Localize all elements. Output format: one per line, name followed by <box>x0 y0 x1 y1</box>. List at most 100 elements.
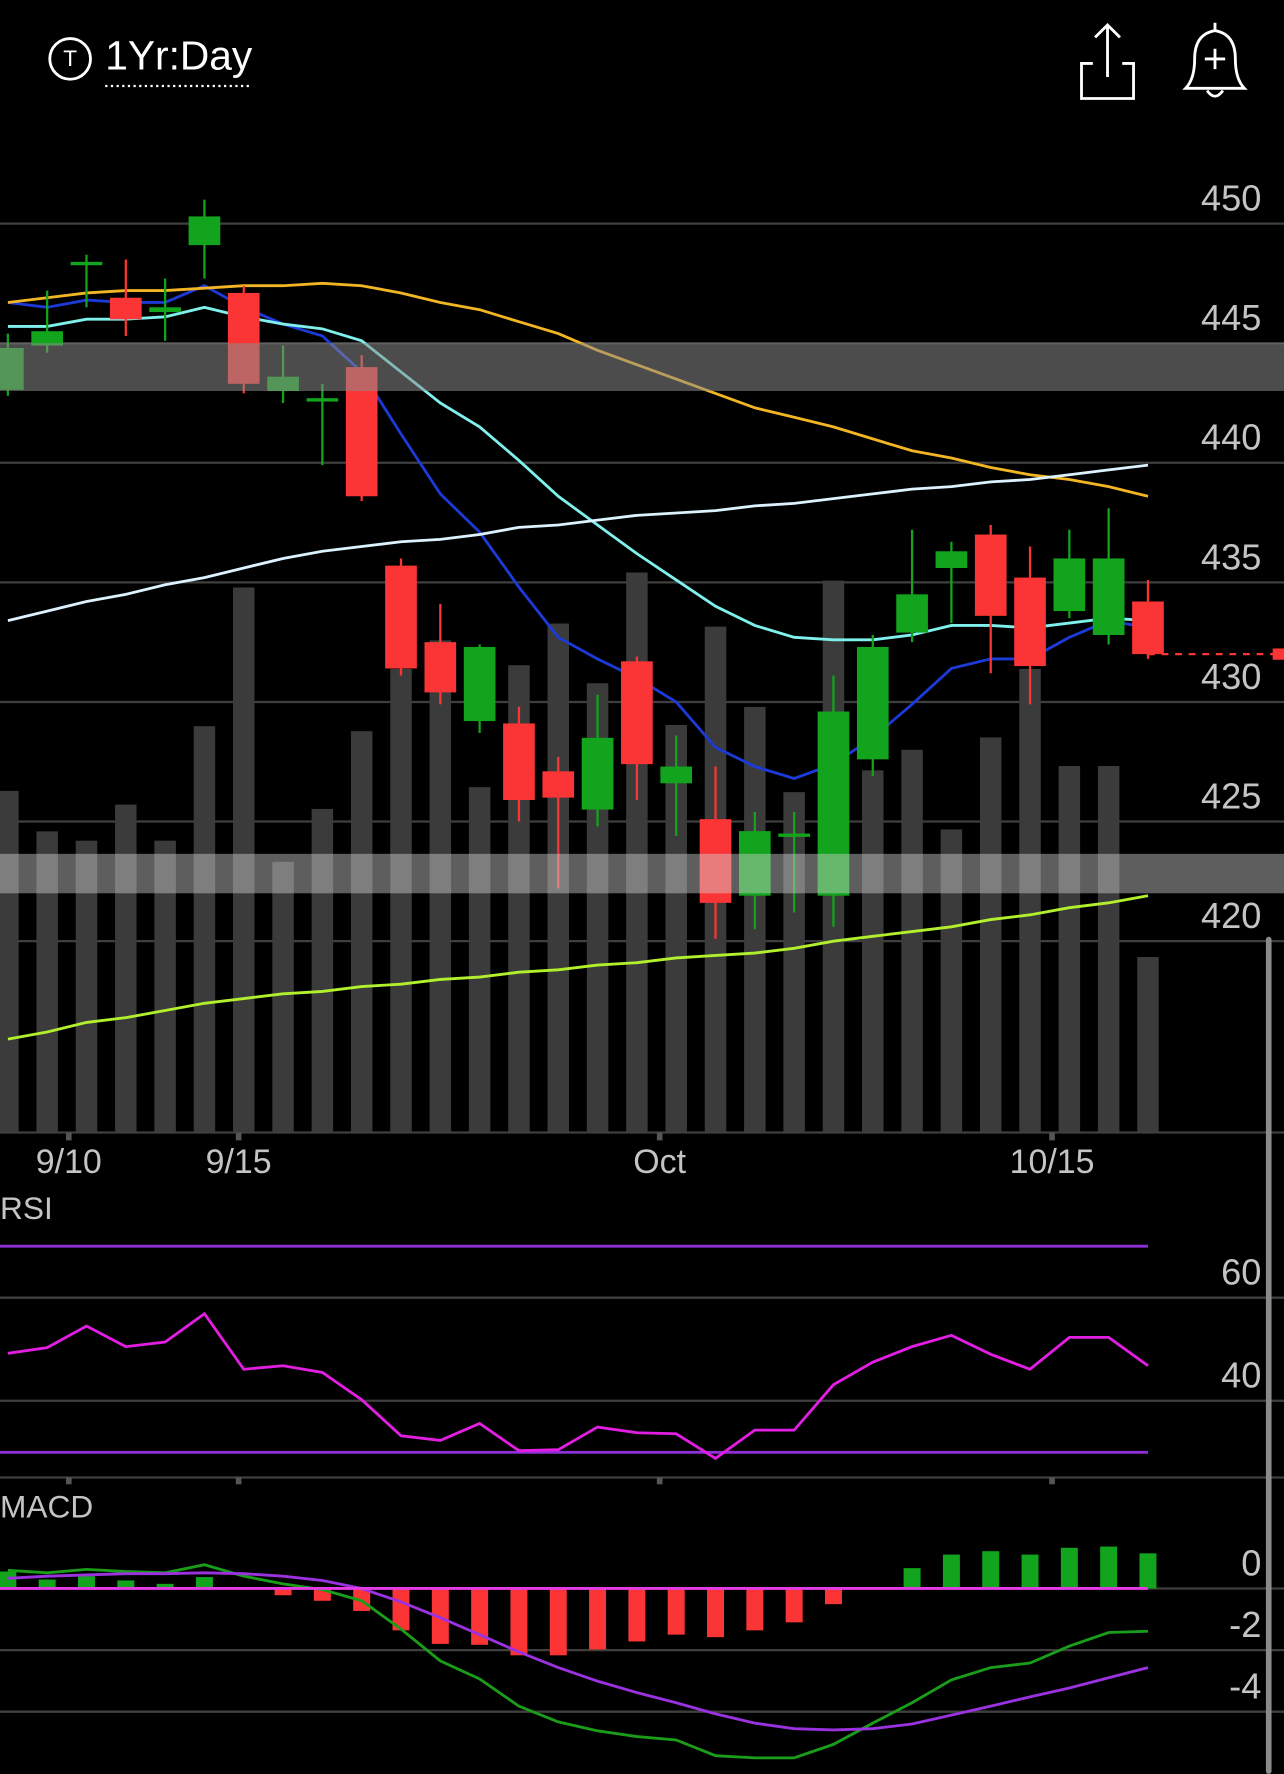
volume-bar <box>626 572 648 1133</box>
histogram-bar <box>746 1588 764 1631</box>
volume-bar <box>233 587 255 1133</box>
y-tick-label: 60 <box>1221 1252 1261 1293</box>
candle-body <box>738 831 771 896</box>
last-price-marker <box>1272 648 1284 660</box>
candle-body <box>306 398 339 402</box>
rsi-line <box>7 1311 1149 1461</box>
histogram-bar <box>1021 1554 1039 1589</box>
histogram-bar <box>667 1588 685 1635</box>
volume-bar <box>1137 957 1159 1133</box>
candle-body <box>385 565 417 669</box>
histogram-bar <box>785 1588 803 1623</box>
volume-bar <box>390 668 412 1133</box>
x-tick-label: Oct <box>633 1143 686 1181</box>
chart-type-button[interactable]: T 1Yr:Day <box>48 33 253 88</box>
candle-body <box>581 737 614 810</box>
volume-bar <box>783 792 805 1133</box>
y-tick-label: 0 <box>1241 1542 1261 1583</box>
volume-bar <box>1019 668 1041 1133</box>
histogram-bar <box>78 1576 95 1589</box>
candle-body <box>463 646 496 722</box>
y-tick-label: 430 <box>1201 656 1261 697</box>
candle-body <box>699 819 732 903</box>
y-tick-label: 420 <box>1201 895 1261 936</box>
candle-body <box>109 297 142 320</box>
candle-body <box>778 833 810 837</box>
volume-bar <box>154 840 176 1133</box>
histogram-bar <box>942 1554 960 1589</box>
panel-title: MACD <box>0 1489 93 1525</box>
candle-body <box>935 551 968 569</box>
histogram-bar <box>1139 1553 1157 1589</box>
price-zone <box>0 343 1284 392</box>
histogram-bar <box>549 1588 567 1656</box>
candle-body <box>424 642 457 693</box>
histogram-bar <box>589 1588 607 1650</box>
histogram-bar <box>982 1551 1000 1589</box>
y-tick-label: 40 <box>1221 1355 1261 1396</box>
candle-body <box>31 331 64 346</box>
candle-body <box>1132 601 1164 655</box>
candle-body <box>1053 558 1086 612</box>
y-tick-label: -2 <box>1229 1604 1261 1645</box>
bell-plus <box>1204 22 1226 98</box>
candle-body <box>503 723 535 801</box>
candle-body <box>817 711 850 896</box>
moving-average-line <box>7 894 1149 1041</box>
volume-bar <box>36 831 58 1133</box>
histogram-bar <box>195 1577 213 1589</box>
x-tick-label: 9/15 <box>206 1143 272 1181</box>
volume-bar <box>115 804 137 1133</box>
type-icon-letter: T <box>63 46 77 71</box>
candle-body <box>542 771 575 798</box>
candle-body <box>1014 577 1046 667</box>
volume-bar <box>665 724 687 1133</box>
histogram-bar <box>117 1580 135 1589</box>
x-tick-label: 9/10 <box>36 1143 102 1181</box>
candle-body <box>188 216 221 246</box>
histogram-bar <box>38 1579 56 1589</box>
candle-body <box>896 594 928 633</box>
candle-body <box>974 534 1007 616</box>
histogram-bar <box>1060 1547 1078 1589</box>
y-tick-label: -4 <box>1229 1666 1261 1707</box>
price-zone <box>0 853 1284 894</box>
volume-bar <box>311 808 334 1133</box>
candle-body <box>149 307 181 313</box>
histogram-bar <box>471 1588 489 1645</box>
y-tick-label: 450 <box>1201 178 1261 219</box>
volume-bar <box>193 726 216 1133</box>
panel-title: RSI <box>0 1190 53 1226</box>
volume-bar <box>1097 766 1120 1133</box>
moving-average-line <box>7 305 1149 642</box>
scrollbar <box>1265 936 1272 1774</box>
histogram-bar <box>274 1588 292 1596</box>
type-icon <box>48 37 92 81</box>
moving-average-line <box>7 463 1149 622</box>
y-tick-label: 445 <box>1201 297 1261 338</box>
macd-line <box>7 1563 1149 1760</box>
x-tick-label: 10/15 <box>1010 1143 1095 1181</box>
macd-line <box>7 1571 1149 1732</box>
candle-body <box>621 661 653 765</box>
volume-bar <box>75 840 98 1133</box>
y-tick-label: 440 <box>1201 417 1261 458</box>
share-button[interactable] <box>1080 22 1135 100</box>
volume-bar <box>468 787 491 1133</box>
candle-body <box>1092 558 1125 635</box>
bell <box>1182 29 1248 90</box>
volume-bar <box>901 749 923 1133</box>
histogram-bar <box>707 1588 725 1638</box>
histogram-bar <box>156 1583 174 1589</box>
y-tick-label: 435 <box>1201 536 1261 577</box>
histogram-bar <box>0 1571 17 1589</box>
alert-button[interactable] <box>1182 22 1248 98</box>
histogram-bar <box>628 1588 646 1642</box>
volume-bar <box>0 790 19 1133</box>
range-title[interactable]: 1Yr:Day <box>105 33 253 79</box>
histogram-bar <box>824 1588 842 1605</box>
histogram-bar <box>392 1588 410 1631</box>
volume-bar <box>940 829 963 1133</box>
